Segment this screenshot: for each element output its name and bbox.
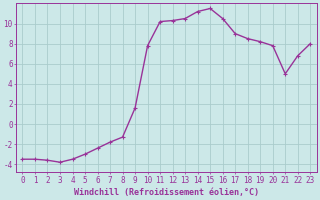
X-axis label: Windchill (Refroidissement éolien,°C): Windchill (Refroidissement éolien,°C)	[74, 188, 259, 197]
